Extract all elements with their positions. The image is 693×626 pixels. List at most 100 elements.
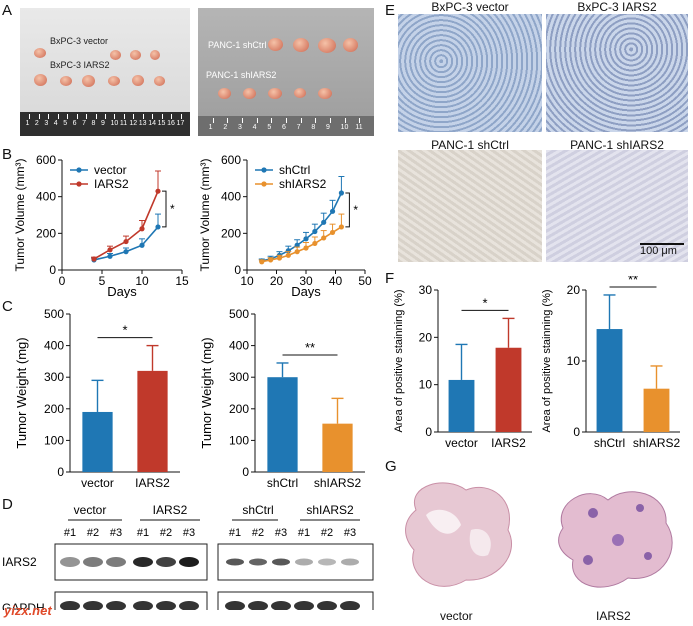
blot-band (133, 601, 153, 611)
legend-label: shCtrl (279, 163, 310, 177)
ruler-tick (242, 118, 243, 123)
ruler-tick-label: 9 (326, 124, 330, 131)
x-tick-label: 30 (299, 274, 313, 288)
bar (495, 347, 522, 432)
x-tick-label: 10 (240, 274, 254, 288)
y-tick-label: 400 (229, 339, 249, 353)
scale-bar-label: 100 μm (640, 245, 677, 257)
blot-row-label: IARS2 (2, 555, 37, 569)
ruler-tick (76, 114, 78, 119)
data-point (123, 249, 129, 255)
data-point (107, 247, 113, 253)
ruler-tick (300, 118, 302, 123)
x-tick-label: shCtrl (594, 436, 625, 450)
tumor-mark (293, 38, 309, 52)
ruler-tick-label: 4 (53, 120, 58, 127)
data-point (268, 257, 274, 263)
tumor-mark (218, 88, 231, 99)
y-tick-label: 100 (229, 433, 249, 447)
ruler-tick (212, 118, 214, 123)
blot-lane-label: #2 (160, 527, 172, 539)
blot-band (272, 558, 290, 566)
x-tick-label: 5 (99, 274, 106, 288)
blot-lane-label: #3 (110, 527, 122, 539)
x-tick-label: 15 (175, 274, 189, 288)
y-tick-label: 200 (229, 402, 249, 416)
ruler-tick-label: 4 (252, 124, 257, 131)
bar (643, 388, 670, 432)
photo-label-panc1-shctrl: PANC-1 shCtrl (208, 40, 267, 50)
blot-group-label: vector (74, 503, 107, 517)
ruler-tick-label: 3 (238, 124, 242, 131)
ruler-tick (142, 114, 144, 119)
y-tick-label: 0 (573, 425, 580, 439)
ruler-tick (180, 114, 182, 119)
ruler-tick (152, 114, 154, 119)
tumor-mark (82, 75, 95, 87)
blot-band (60, 557, 80, 567)
ruler-tick-label: 15 (157, 120, 166, 127)
ruler-tick-label: 16 (167, 120, 175, 127)
ruler-tick-label: 2 (223, 124, 228, 131)
x-tick-label: 20 (270, 274, 284, 288)
blot-band (106, 601, 126, 611)
blot-band (295, 558, 313, 566)
ruler-tick-label: 10 (340, 124, 349, 131)
bar (137, 370, 168, 472)
x-tick-label: 0 (59, 274, 66, 288)
x-tick-label: 50 (358, 274, 372, 288)
y-axis-label: Tumor Weight (mg) (14, 337, 29, 448)
blot-group-label: IARS2 (153, 503, 188, 517)
y-tick-label: 0 (49, 263, 56, 277)
panel-label-f: F (385, 270, 395, 287)
data-point (294, 249, 300, 255)
chart-b1-tumor-volume: 0 5 10 15 0 200 400 600 Days Tumor Volume (mm³) ve… (13, 153, 189, 298)
y-tick-label: 200 (44, 402, 64, 416)
blot-lane-label: #1 (298, 527, 310, 539)
y-tick-label: 0 (234, 263, 241, 277)
ruler-tick (133, 114, 135, 119)
ruler-tick (161, 114, 163, 119)
photo-panc1-tumors: PANC-1 shCtrl PANC-1 shIARS2 1 2 3 4 5 6 7 8 9 10… (198, 8, 374, 136)
ruler-tick (315, 118, 317, 123)
tumor-mark (132, 75, 144, 86)
western-blot-panel: vector IARS2 shCtrl shIARS2 #1 #1 #2 #2 #3 #3… (0, 500, 380, 621)
y-tick-label: 20 (567, 283, 581, 297)
ruler-tick (123, 114, 125, 119)
ruler-tick-label: 3 (44, 120, 49, 127)
y-tick-label: 600 (221, 153, 241, 167)
blot-group-label: shIARS2 (306, 503, 354, 517)
photo-label-panc1-shiars2: PANC-1 shIARS2 (206, 70, 277, 80)
ruler-tick (48, 114, 50, 119)
legend-marker (76, 181, 82, 187)
x-axis-label: Days (107, 284, 137, 298)
ruler-tick-label: 11 (119, 120, 128, 127)
panel-label-d: D (2, 496, 13, 513)
photo-bxpc3-tumors: BxPC-3 vector BxPC-3 IARS2 1 2 3 4 5 6 7 8 9 10 11… (20, 8, 190, 136)
y-axis-label: Tumor Volume (mm³) (13, 159, 27, 272)
data-point (123, 238, 129, 245)
ruler-tick (114, 114, 116, 119)
photo-label-bxpc3-iars2: BxPC-3 IARS2 (50, 60, 110, 70)
tumor-mark (268, 88, 282, 99)
tumor-mark (110, 50, 121, 60)
chart-c1-tumor-weight: 0 100 200 300 400 500 Tumor Weight (mg) vector I… (14, 307, 180, 490)
ruler-tick-label: 11 (355, 124, 363, 131)
ruler-tick (359, 118, 361, 123)
data-point (155, 224, 161, 230)
tumor-mark (34, 48, 46, 58)
series-line (261, 192, 343, 262)
blot-band (294, 601, 314, 611)
blot-band (317, 601, 337, 611)
x-tick-label: 40 (329, 274, 343, 288)
panel-label-c: C (2, 298, 13, 315)
scale-bar (640, 243, 684, 245)
significance-label: ** (305, 340, 315, 355)
significance-label: * (353, 203, 358, 217)
bar (267, 377, 298, 472)
y-axis-label: Tumor Weight (mg) (199, 337, 214, 448)
lung-section-vector (396, 470, 526, 602)
bar (82, 411, 113, 472)
legend-label: IARS2 (94, 177, 129, 191)
blot-lane-label: #2 (252, 527, 264, 539)
